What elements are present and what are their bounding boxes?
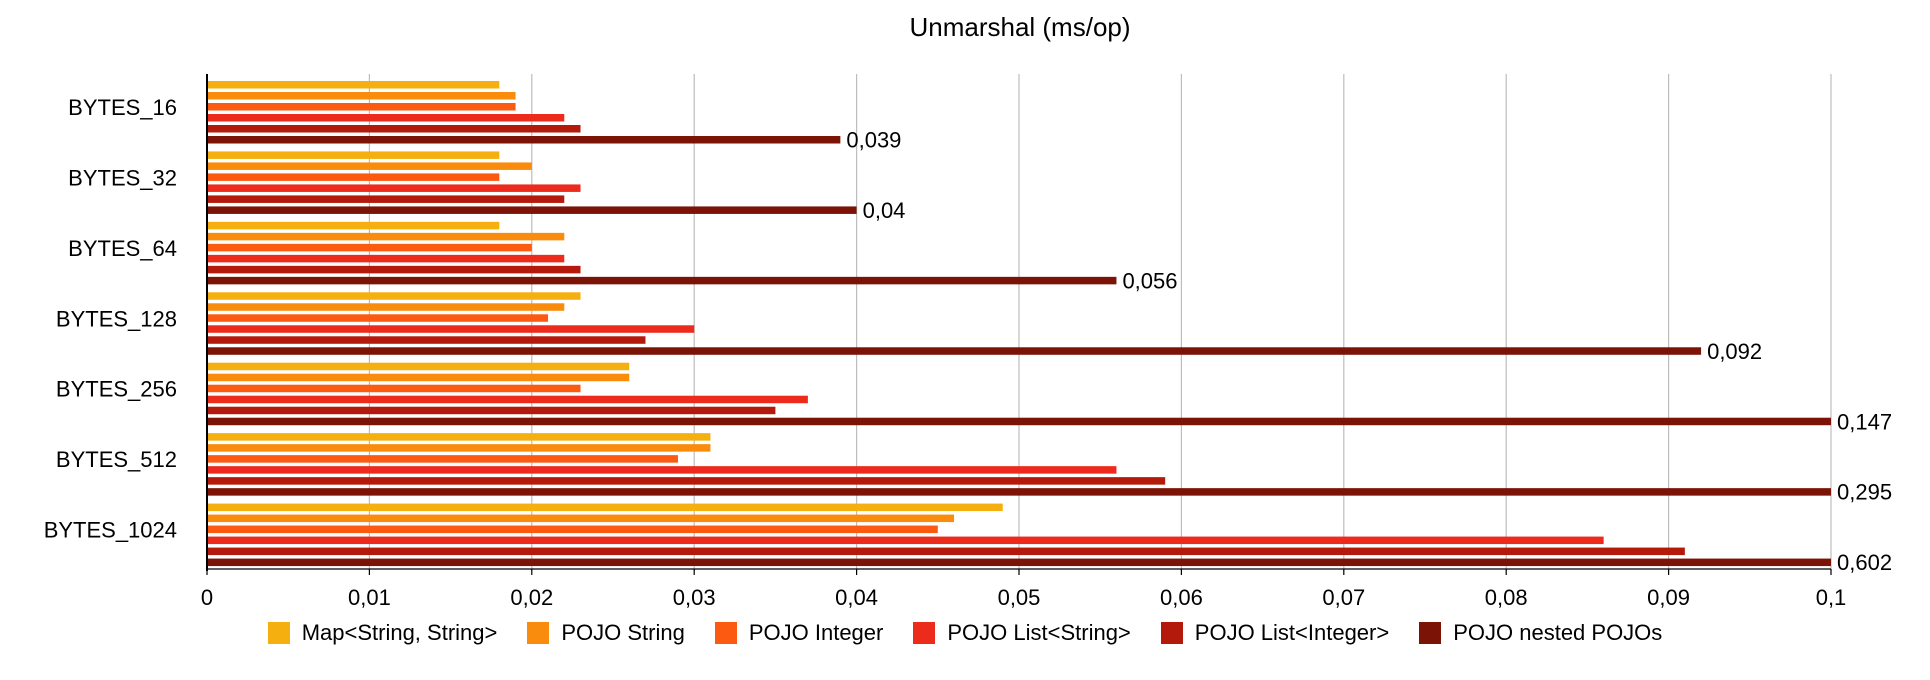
bar	[207, 254, 565, 263]
bar	[207, 173, 500, 181]
value-label: 0,602	[1837, 550, 1892, 575]
bar	[207, 136, 841, 144]
x-tick-label: 0,03	[673, 585, 716, 610]
value-label: 0,056	[1122, 268, 1177, 293]
legend-label: POJO List<Integer>	[1194, 620, 1390, 645]
chart-title: Unmarshal (ms/op)	[909, 12, 1130, 42]
value-label: 0,092	[1707, 339, 1762, 364]
bar	[207, 243, 532, 252]
bar	[207, 395, 808, 404]
legend-label: POJO Integer	[748, 620, 884, 645]
bar	[207, 81, 500, 89]
bar	[207, 347, 1702, 355]
bar	[207, 232, 565, 241]
x-tick-label: 0,06	[1160, 585, 1203, 610]
bar	[207, 221, 500, 230]
legend-label: POJO nested POJOs	[1453, 620, 1663, 645]
legend-swatch	[1160, 622, 1183, 644]
x-tick-label: 0,02	[510, 585, 553, 610]
bar	[207, 276, 1117, 285]
x-tick-label: 0,01	[348, 585, 391, 610]
legend-swatch	[527, 622, 550, 644]
grid	[206, 74, 1832, 575]
legend-swatch	[913, 622, 936, 644]
x-tick-label: 0,05	[998, 585, 1041, 610]
x-tick-label: 0,07	[1322, 585, 1365, 610]
bar	[207, 488, 1831, 496]
bar	[207, 558, 1831, 567]
value-label: 0,039	[846, 128, 901, 153]
bar	[207, 444, 711, 452]
legend: Map<String, String> POJO String POJO Integ…	[0, 620, 1930, 646]
y-tick-label: BYTES_256	[56, 377, 177, 402]
bar	[207, 195, 565, 203]
x-tick-label: 0	[201, 585, 213, 610]
bar	[207, 325, 695, 333]
legend-label: Map<String, String>	[301, 620, 498, 645]
legend-item: Map<String, String>	[267, 620, 498, 646]
x-tick-label: 0,08	[1485, 585, 1528, 610]
bar	[207, 455, 678, 463]
legend-swatch	[1419, 622, 1442, 644]
bar	[207, 514, 955, 523]
y-tick-label: BYTES_32	[68, 165, 177, 190]
legend-item: POJO String	[527, 620, 685, 646]
bar	[207, 151, 500, 159]
bar	[207, 103, 516, 111]
bar	[207, 303, 565, 311]
bar	[207, 206, 857, 214]
legend-item: POJO Integer	[714, 620, 884, 646]
y-tick-label: BYTES_128	[56, 306, 177, 331]
bar	[207, 406, 776, 415]
bar	[207, 417, 1831, 426]
bar	[207, 265, 581, 274]
bar	[207, 362, 630, 371]
legend-item: POJO List<String>	[913, 620, 1131, 646]
bar	[207, 114, 565, 122]
y-tick-label: BYTES_1024	[44, 518, 177, 543]
bar	[207, 525, 938, 534]
y-tick-label: BYTES_64	[68, 236, 177, 261]
bar	[207, 125, 581, 133]
bar	[207, 314, 549, 322]
bar	[207, 547, 1685, 556]
bar	[207, 536, 1604, 545]
legend-swatch	[267, 622, 290, 644]
bar	[207, 433, 711, 441]
x-tick-label: 0,04	[835, 585, 878, 610]
bar	[207, 292, 581, 300]
bar	[207, 384, 581, 393]
bar	[207, 477, 1166, 485]
bar	[207, 162, 532, 170]
y-tick-label: BYTES_512	[56, 447, 177, 472]
bar	[207, 466, 1117, 474]
legend-label: POJO List<String>	[947, 620, 1131, 645]
bar	[207, 336, 646, 344]
bar	[207, 184, 581, 192]
legend-item: POJO nested POJOs	[1419, 620, 1662, 646]
bar	[207, 92, 516, 100]
x-tick-label: 0,09	[1647, 585, 1690, 610]
bar	[207, 503, 1003, 512]
chart: Unmarshal (ms/op) 0 0,01 0,02 0,03 0,04 0,05 0…	[44, 12, 1892, 610]
bars	[207, 81, 1831, 567]
legend-item: POJO List<Integer>	[1160, 620, 1390, 646]
bar	[207, 373, 630, 382]
legend-swatch	[714, 622, 737, 644]
y-tick-label: BYTES_16	[68, 95, 177, 120]
legend-label: POJO String	[561, 620, 685, 645]
value-label: 0,295	[1837, 480, 1892, 505]
x-tick-label: 0,1	[1816, 585, 1847, 610]
value-label: 0,04	[863, 198, 906, 223]
value-label: 0,147	[1837, 409, 1892, 434]
